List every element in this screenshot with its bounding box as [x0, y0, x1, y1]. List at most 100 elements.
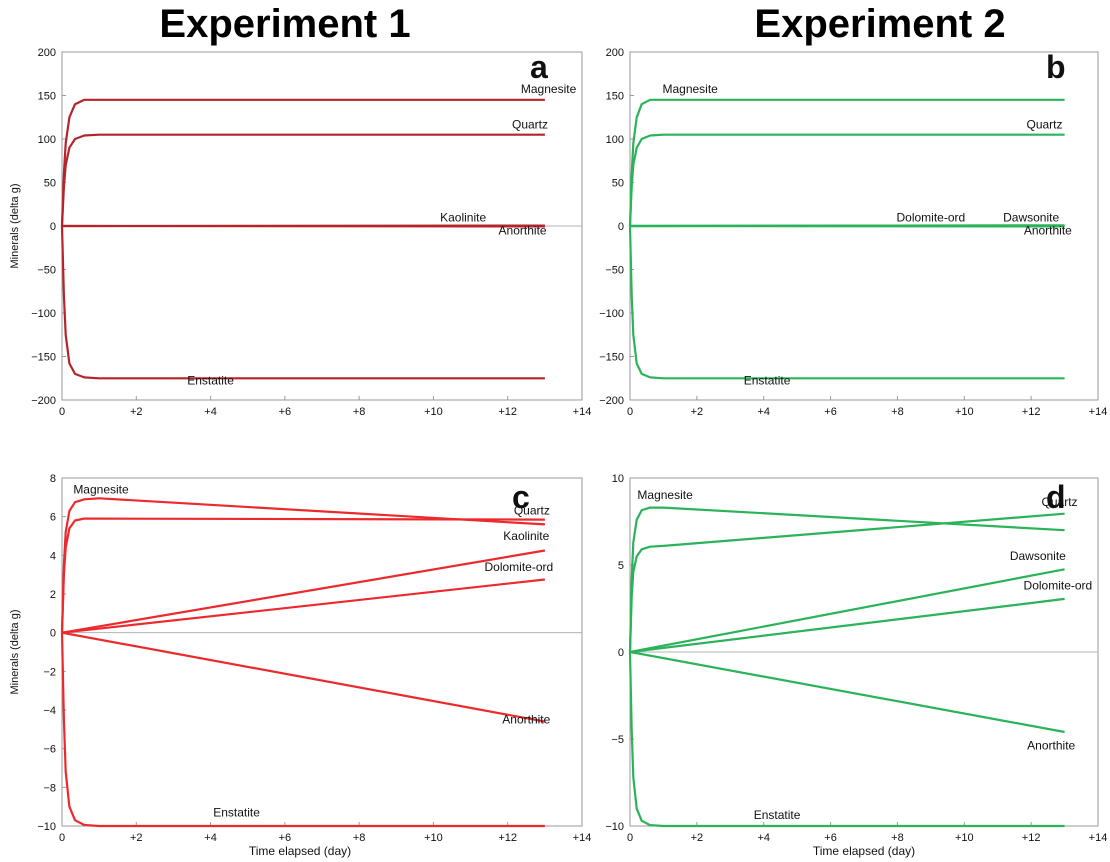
series-line-quartz	[60, 517, 545, 633]
series-label: Dolomite-ord	[897, 211, 966, 225]
y-tick-label: 5	[618, 560, 624, 572]
series-line-enstatite	[60, 225, 545, 380]
y-tick-label: 0	[50, 628, 56, 640]
series-label: Anorthite	[1027, 738, 1075, 752]
series-label: Quartz	[512, 118, 548, 132]
series-label: Dolomite-ord	[485, 560, 554, 574]
y-tick-label: −4	[43, 705, 56, 717]
x-tick-label: 0	[59, 406, 65, 418]
x-tick-label: 0	[627, 406, 633, 418]
y-tick-label: 200	[606, 47, 624, 59]
y-axis-label: Minerals (delta g)	[9, 610, 21, 695]
series-label: Magnesite	[637, 488, 693, 502]
x-tick-label: +6	[279, 832, 292, 844]
y-tick-label: −150	[599, 352, 624, 364]
x-axis-label: Time elapsed (day)	[249, 844, 351, 858]
x-tick-label: +10	[424, 406, 443, 418]
y-tick-label: 2	[50, 589, 56, 601]
x-tick-label: +10	[955, 832, 974, 844]
x-tick-label: +8	[353, 406, 366, 418]
x-tick-label: +8	[891, 406, 904, 418]
x-tick-label: +6	[824, 832, 837, 844]
series-line-enstatite	[628, 225, 1065, 380]
series-line-anorthite	[61, 631, 546, 723]
x-tick-label: +12	[1022, 832, 1041, 844]
y-tick-label: 50	[44, 178, 56, 190]
series-label: Quartz	[1042, 495, 1078, 509]
x-tick-label: +4	[757, 406, 770, 418]
panel-letter: a	[530, 49, 548, 85]
experiment-2-title: Experiment 2	[754, 2, 1006, 46]
series-label: Kaolinite	[503, 529, 549, 543]
series-line-magnesite	[60, 98, 545, 227]
y-tick-label: −200	[31, 395, 56, 407]
series-line-dawsonite	[629, 568, 1065, 654]
series-label: Enstatite	[213, 805, 260, 819]
x-tick-label: +4	[204, 406, 217, 418]
y-tick-label: −6	[43, 744, 56, 756]
x-tick-label: +12	[498, 406, 517, 418]
y-tick-label: 100	[38, 134, 56, 146]
x-tick-label: +8	[891, 832, 904, 844]
x-tick-label: 0	[627, 832, 633, 844]
series-line-magnesite	[628, 506, 1065, 653]
y-tick-label: −2	[43, 666, 56, 678]
x-tick-label: +14	[573, 406, 592, 418]
x-tick-label: +14	[1089, 832, 1108, 844]
panel-letter: d	[1046, 479, 1066, 515]
series-label: Kaolinite	[440, 211, 486, 225]
series-label: Quartz	[1027, 118, 1063, 132]
y-tick-label: −150	[31, 352, 56, 364]
y-tick-label: −8	[43, 782, 56, 794]
y-tick-label: −10	[605, 821, 624, 833]
y-tick-label: −200	[599, 395, 624, 407]
x-tick-label: +12	[498, 832, 517, 844]
x-tick-label: +10	[955, 406, 974, 418]
series-label: Magnesite	[521, 82, 577, 96]
y-tick-label: −10	[37, 821, 56, 833]
series-line-dolomite-ord	[61, 578, 546, 634]
y-tick-label: 4	[50, 550, 56, 562]
x-tick-label: +6	[824, 406, 837, 418]
y-tick-label: 50	[612, 178, 624, 190]
panel-letter: c	[512, 479, 530, 515]
y-tick-label: −50	[605, 265, 624, 277]
series-line-kaolinite	[61, 549, 546, 634]
x-tick-label: +14	[573, 832, 592, 844]
experiment-1-title: Experiment 1	[159, 2, 411, 46]
series-label: Dawsonite	[1003, 211, 1059, 225]
y-tick-label: 8	[50, 473, 56, 485]
series-line-quartz	[628, 133, 1065, 227]
y-axis-label: Minerals (delta g)	[9, 184, 21, 269]
y-tick-label: −5	[611, 734, 624, 746]
x-tick-label: +2	[691, 406, 704, 418]
series-line-quartz	[60, 133, 545, 227]
x-tick-label: +12	[1022, 406, 1041, 418]
y-tick-label: −100	[31, 308, 56, 320]
y-tick-label: 6	[50, 512, 56, 524]
series-label: Dawsonite	[1010, 549, 1066, 563]
y-tick-label: 0	[618, 221, 624, 233]
y-tick-label: 0	[618, 647, 624, 659]
y-tick-label: −100	[599, 308, 624, 320]
x-tick-label: +4	[757, 832, 770, 844]
series-label: Enstatite	[754, 808, 801, 822]
panel-letter: b	[1046, 49, 1066, 85]
y-tick-label: 0	[50, 221, 56, 233]
series-label: Anorthite	[499, 224, 547, 238]
series-line-enstatite	[60, 632, 545, 828]
y-tick-label: 100	[606, 134, 624, 146]
x-tick-label: +6	[279, 406, 292, 418]
x-tick-label: +10	[424, 832, 443, 844]
x-tick-label: +2	[130, 832, 143, 844]
series-line-quartz	[628, 512, 1065, 653]
series-label: Quartz	[514, 504, 550, 518]
x-axis-label: Time elapsed (day)	[813, 844, 915, 858]
x-tick-label: +2	[691, 832, 704, 844]
y-tick-label: 10	[612, 473, 624, 485]
plot-frame-c	[61, 477, 583, 827]
series-label: Magnesite	[662, 82, 718, 96]
y-tick-label: 200	[38, 47, 56, 59]
series-label: Enstatite	[744, 373, 791, 387]
